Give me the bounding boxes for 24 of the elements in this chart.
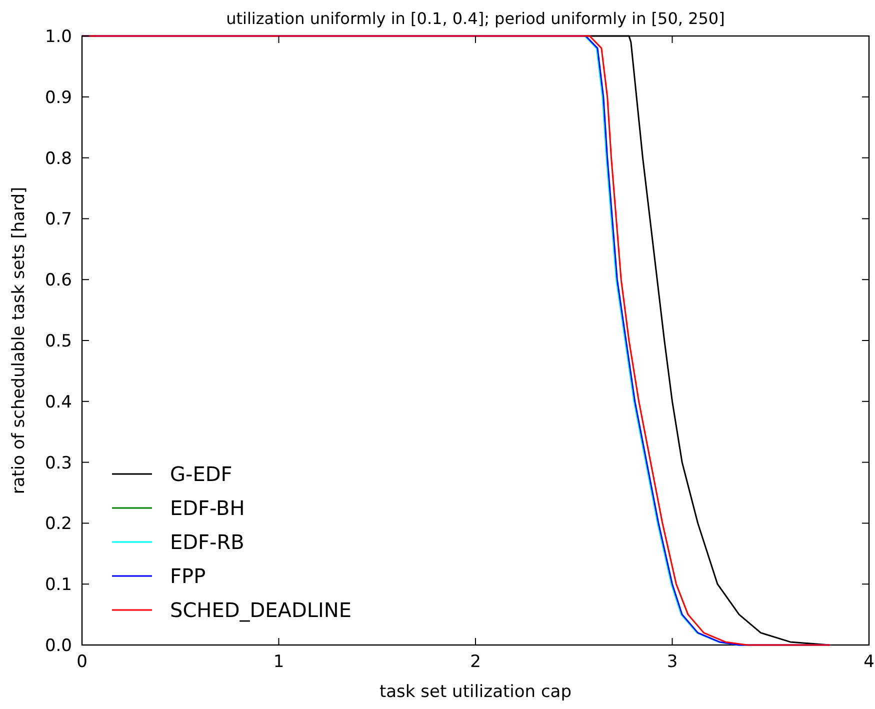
y-tick-label: 0.6 <box>44 270 72 291</box>
x-tick-label: 0 <box>76 652 88 672</box>
chart-title: utilization uniformly in [0.1, 0.4]; period uniformly in [50, 250] <box>226 9 725 28</box>
y-tick-label: 0.7 <box>44 210 72 230</box>
y-tick-label: 0.9 <box>44 88 72 108</box>
x-axis-title: task set utilization cap <box>379 682 572 702</box>
y-tick-label: 0.8 <box>44 148 72 169</box>
legend-label: EDF-BH <box>170 496 245 520</box>
y-axis-title: ratio of schedulable task sets [hard] <box>9 186 29 494</box>
x-tick-label: 3 <box>666 652 678 672</box>
x-tick-label: 2 <box>470 652 481 672</box>
legend-label: EDF-RB <box>170 530 244 554</box>
x-tick-label: 4 <box>864 652 874 672</box>
legend-label: FPP <box>170 564 206 588</box>
y-tick-label: 0.4 <box>44 392 72 412</box>
y-tick-label: 0.0 <box>44 636 72 656</box>
x-tick-label: 1 <box>273 652 284 672</box>
y-tick-label: 0.2 <box>44 514 72 534</box>
legend-label: G-EDF <box>170 462 232 486</box>
y-tick-label: 0.5 <box>44 332 72 352</box>
y-tick-label: 0.3 <box>44 453 72 474</box>
legend-label: SCHED_DEADLINE <box>170 598 352 622</box>
y-tick-label: 0.1 <box>44 575 72 596</box>
y-tick-label: 1.0 <box>44 27 72 47</box>
